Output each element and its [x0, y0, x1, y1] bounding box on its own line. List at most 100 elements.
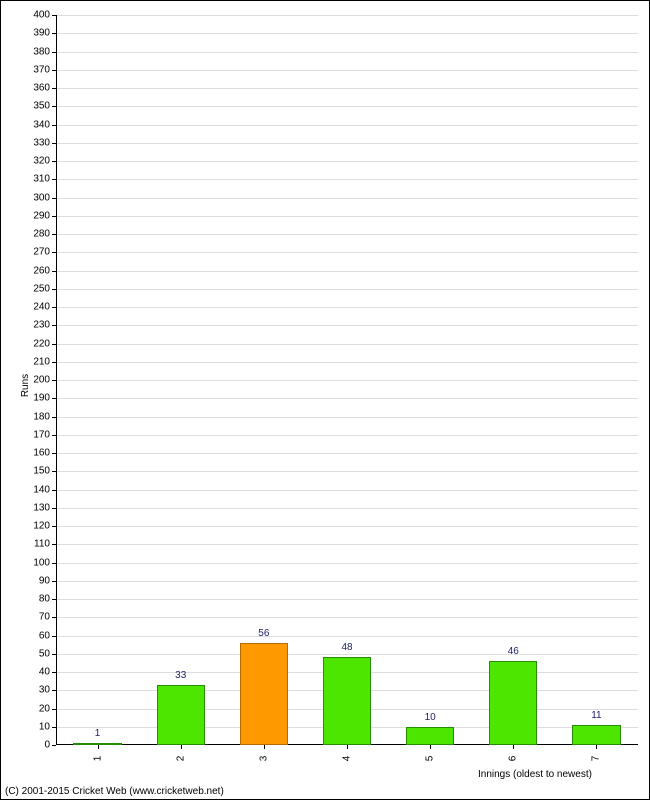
gridline	[56, 398, 638, 399]
y-tick-label: 390	[33, 28, 50, 39]
gridline	[56, 544, 638, 545]
gridline	[56, 15, 638, 16]
x-tick-label: 7	[591, 756, 602, 762]
x-tick-mark	[181, 745, 182, 749]
x-tick-label: 1	[92, 756, 103, 762]
gridline	[56, 307, 638, 308]
gridline	[56, 325, 638, 326]
y-tick-label: 120	[33, 521, 50, 532]
y-tick-label: 70	[39, 612, 50, 623]
y-tick-label: 260	[33, 265, 50, 276]
gridline	[56, 599, 638, 600]
y-axis-line	[56, 15, 57, 745]
y-tick-label: 220	[33, 338, 50, 349]
y-tick-label: 170	[33, 429, 50, 440]
y-tick-label: 190	[33, 393, 50, 404]
y-tick-label: 160	[33, 448, 50, 459]
y-tick-label: 310	[33, 174, 50, 185]
y-tick-label: 210	[33, 356, 50, 367]
bar-value-label: 1	[95, 728, 101, 739]
y-tick-label: 30	[39, 685, 50, 696]
gridline	[56, 33, 638, 34]
y-tick-label: 60	[39, 630, 50, 641]
bar-value-label: 10	[425, 712, 436, 723]
y-tick-label: 180	[33, 411, 50, 422]
y-tick-label: 200	[33, 375, 50, 386]
y-tick-label: 110	[34, 539, 50, 550]
x-tick-mark	[430, 745, 431, 749]
y-tick-label: 320	[33, 156, 50, 167]
gridline	[56, 636, 638, 637]
gridline	[56, 106, 638, 107]
gridline	[56, 125, 638, 126]
gridline	[56, 380, 638, 381]
gridline	[56, 581, 638, 582]
x-tick-mark	[596, 745, 597, 749]
gridline	[56, 198, 638, 199]
gridline	[56, 563, 638, 564]
bar-value-label: 46	[508, 646, 519, 657]
bar	[157, 685, 205, 745]
bar	[406, 727, 454, 745]
gridline	[56, 654, 638, 655]
x-tick-label: 4	[342, 756, 353, 762]
bar-value-label: 11	[591, 710, 601, 721]
gridline	[56, 344, 638, 345]
gridline	[56, 362, 638, 363]
bar-value-label: 33	[175, 670, 186, 681]
y-tick-label: 130	[33, 502, 50, 513]
y-tick-label: 80	[39, 594, 50, 605]
gridline	[56, 216, 638, 217]
bar-value-label: 56	[258, 628, 269, 639]
gridline	[56, 161, 638, 162]
gridline	[56, 143, 638, 144]
chart-container: 0102030405060708090100110120130140150160…	[0, 0, 650, 800]
y-tick-label: 230	[33, 320, 50, 331]
gridline	[56, 52, 638, 53]
x-tick-label: 2	[175, 756, 186, 762]
y-tick-label: 340	[33, 119, 50, 130]
bar	[489, 661, 537, 745]
y-tick-label: 290	[33, 210, 50, 221]
copyright-text: (C) 2001-2015 Cricket Web (www.cricketwe…	[5, 786, 224, 797]
y-tick-label: 40	[39, 667, 50, 678]
y-tick-label: 330	[33, 137, 50, 148]
gridline	[56, 234, 638, 235]
gridline	[56, 490, 638, 491]
gridline	[56, 435, 638, 436]
gridline	[56, 179, 638, 180]
x-tick-mark	[264, 745, 265, 749]
x-tick-mark	[347, 745, 348, 749]
gridline	[56, 417, 638, 418]
y-tick-label: 90	[39, 575, 50, 586]
y-tick-label: 240	[33, 302, 50, 313]
y-tick-label: 140	[33, 484, 50, 495]
y-tick-label: 370	[33, 64, 50, 75]
y-tick-label: 10	[39, 721, 50, 732]
y-tick-label: 380	[33, 46, 50, 57]
x-tick-mark	[98, 745, 99, 749]
x-tick-label: 3	[258, 756, 269, 762]
bar	[240, 643, 288, 745]
gridline	[56, 471, 638, 472]
gridline	[56, 88, 638, 89]
y-tick-label: 350	[33, 101, 50, 112]
gridline	[56, 252, 638, 253]
y-tick-label: 360	[33, 83, 50, 94]
y-tick-label: 50	[39, 648, 50, 659]
y-tick-label: 280	[33, 229, 50, 240]
bar	[572, 725, 620, 745]
x-axis-title: Innings (oldest to newest)	[478, 769, 592, 780]
y-tick-label: 150	[33, 466, 50, 477]
y-tick-label: 100	[33, 557, 50, 568]
y-axis-title: Runs	[20, 374, 31, 397]
gridline	[56, 617, 638, 618]
gridline	[56, 70, 638, 71]
plot-area: 0102030405060708090100110120130140150160…	[56, 15, 638, 745]
y-tick-label: 400	[33, 10, 50, 21]
y-tick-label: 0	[44, 740, 50, 751]
gridline	[56, 289, 638, 290]
x-tick-label: 5	[425, 756, 436, 762]
y-tick-label: 250	[33, 283, 50, 294]
y-tick-label: 270	[33, 247, 50, 258]
